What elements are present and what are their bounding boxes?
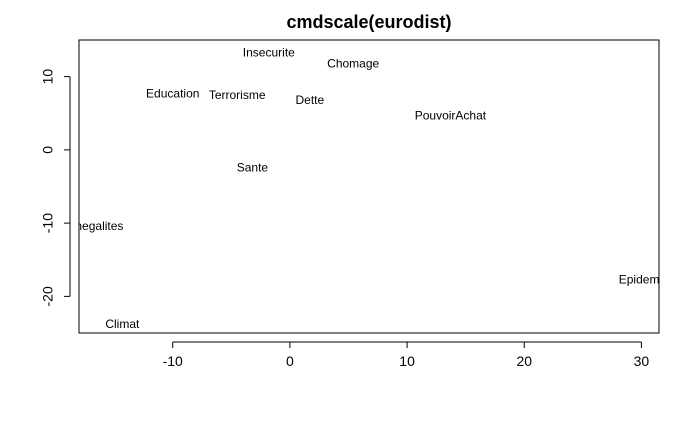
point-label: Education (146, 86, 199, 100)
y-axis-tick-label: -10 (40, 213, 56, 233)
x-axis: -10 0 10 20 30 (163, 341, 650, 369)
point-label: Climat (105, 317, 140, 331)
x-axis-tick-label: 30 (634, 353, 650, 369)
plot-area-border (78, 39, 660, 334)
point-label: Terrorisme (209, 88, 266, 102)
point-label: Sante (237, 160, 269, 174)
point-label: Epidemie (619, 272, 669, 286)
y-axis-tick-label: 0 (40, 146, 56, 154)
point-label: Inegalites (72, 219, 123, 233)
point-label: Chomage (327, 56, 379, 70)
x-axis-tick-label: 0 (286, 353, 294, 369)
x-axis-tick-label: -10 (163, 353, 183, 369)
x-axis-tick-label: 20 (516, 353, 532, 369)
chart-title: cmdscale(eurodist) (286, 12, 451, 32)
point-label-group: Insecurite Chomage Education Terrorisme Dett… (72, 45, 669, 331)
point-label: PouvoirAchat (415, 108, 487, 122)
point-label: Insecurite (243, 45, 295, 59)
y-axis-tick-label: -20 (40, 286, 56, 306)
y-axis-tick-label: 10 (40, 69, 56, 85)
point-label: Dette (295, 93, 324, 107)
x-axis-tick-label: 10 (399, 353, 415, 369)
y-axis: -20 -10 0 10 (40, 69, 71, 306)
